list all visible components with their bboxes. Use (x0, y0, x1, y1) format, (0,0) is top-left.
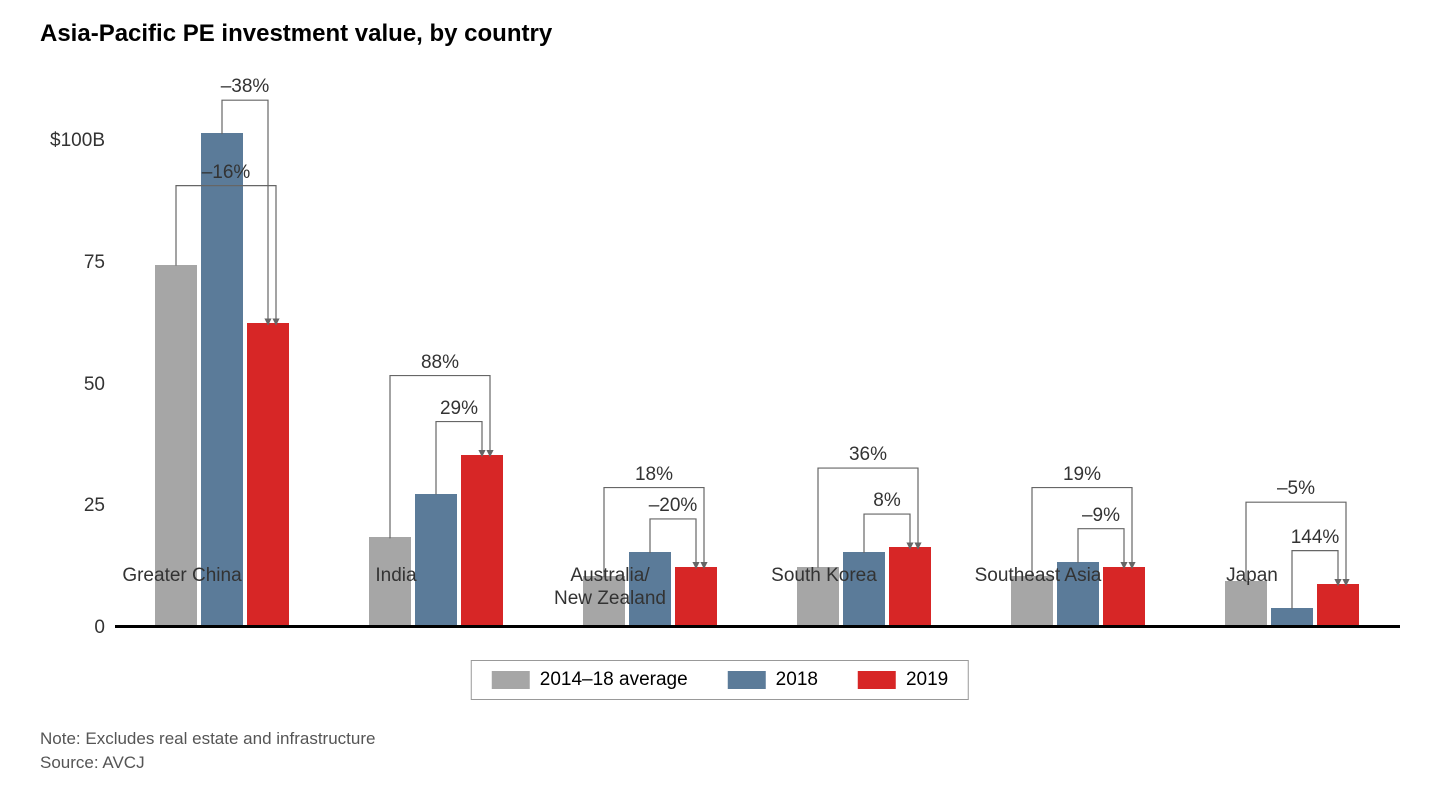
y-tick-label: 50 (84, 374, 105, 396)
footnotes: Note: Excludes real estate and infrastru… (40, 727, 375, 775)
pct-change-outer: –16% (202, 162, 251, 184)
chart-note: Note: Excludes real estate and infrastru… (40, 727, 375, 751)
y-tick-label: 25 (84, 495, 105, 517)
pct-change-inner: –38% (221, 76, 270, 98)
bar-group: 144% –5% (1185, 68, 1399, 625)
legend-item: 2018 (728, 669, 818, 691)
pct-change-inner: 144% (1291, 527, 1340, 549)
legend-label: 2018 (776, 669, 818, 691)
pct-change-outer: 36% (849, 444, 887, 466)
bar-group: 8% 36% (757, 68, 971, 625)
pct-change-outer: –5% (1277, 478, 1315, 500)
plot-area: –38% –16% 29% 88% –20% 18% 8% 36% –9% 19% 144% –5% (115, 68, 1400, 628)
change-brackets (757, 68, 971, 628)
x-axis-labels: Greater China India Australia/ New Zealand… (75, 565, 1440, 625)
x-tick-label: Japan (1226, 565, 1278, 588)
legend-swatch (492, 671, 530, 689)
x-tick-label: Southeast Asia (975, 565, 1102, 588)
legend-swatch (728, 671, 766, 689)
pct-change-outer: 18% (635, 464, 673, 486)
pct-change-inner: –20% (649, 495, 698, 517)
legend-swatch (858, 671, 896, 689)
legend-item: 2014–18 average (492, 669, 688, 691)
chart-title: Asia-Pacific PE investment value, by cou… (40, 20, 1400, 48)
bar-group: 29% 88% (329, 68, 543, 625)
x-tick-label: South Korea (771, 565, 877, 588)
legend-label: 2014–18 average (540, 669, 688, 691)
bar-group: –20% 18% (543, 68, 757, 625)
bar-group: –9% 19% (971, 68, 1185, 625)
x-tick-label: Greater China (122, 565, 241, 588)
x-tick-label: Australia/ New Zealand (554, 565, 666, 611)
legend: 2014–18 average 2018 2019 (471, 660, 969, 700)
y-tick-label: $100B (50, 130, 105, 152)
y-axis: 0255075$100B (40, 68, 115, 628)
change-brackets (971, 68, 1185, 628)
pct-change-outer: 19% (1063, 464, 1101, 486)
pct-change-inner: 8% (873, 490, 900, 512)
legend-label: 2019 (906, 669, 948, 691)
bar (201, 133, 243, 625)
pct-change-outer: 88% (421, 352, 459, 374)
chart-source: Source: AVCJ (40, 751, 375, 775)
y-tick-label: 75 (84, 252, 105, 274)
bar-group: –38% –16% (115, 68, 329, 625)
x-tick-label: India (375, 565, 416, 588)
legend-item: 2019 (858, 669, 948, 691)
change-brackets (543, 68, 757, 628)
chart-area: 0255075$100B –38%–16%29%88%–20%18%8%36%–… (40, 68, 1400, 628)
pct-change-inner: 29% (440, 398, 478, 420)
pct-change-inner: –9% (1082, 505, 1120, 527)
